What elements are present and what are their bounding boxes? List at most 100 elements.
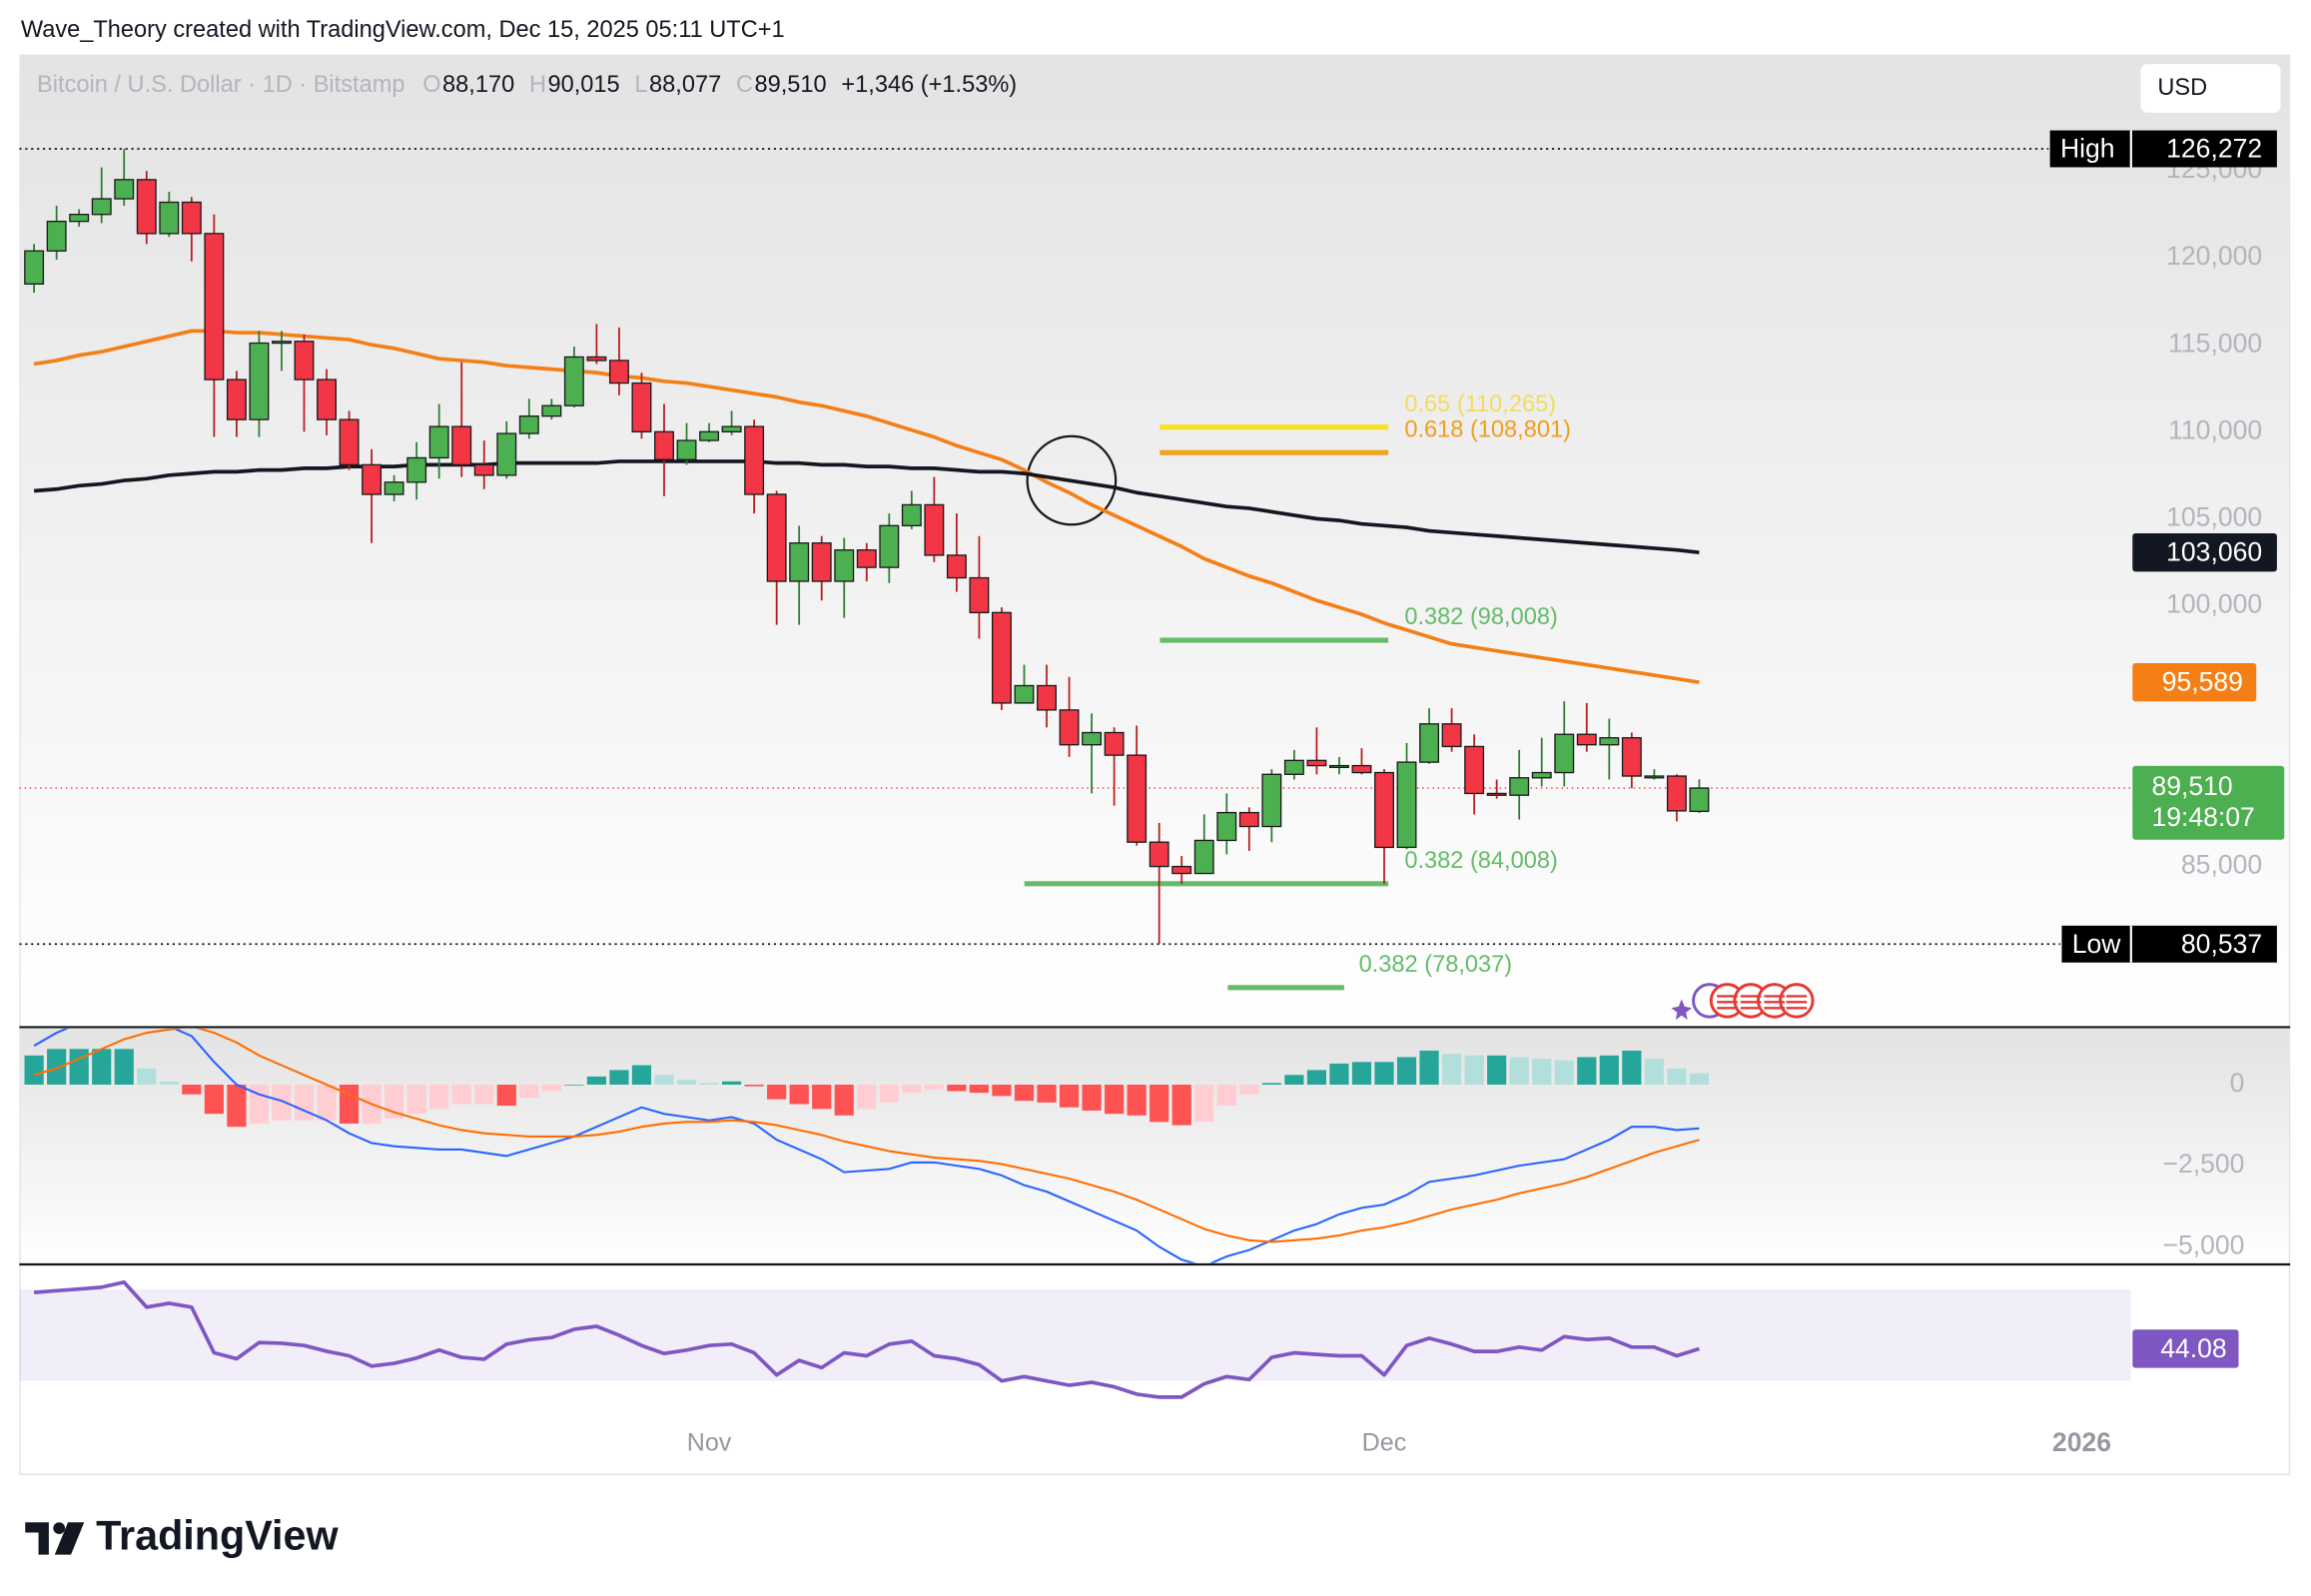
fib-label: 0.382 (84,008) bbox=[1404, 848, 1557, 874]
currency-button-label[interactable]: USD bbox=[2157, 75, 2207, 101]
candle-body bbox=[1576, 733, 1597, 746]
candle-body bbox=[1059, 709, 1080, 746]
histogram-bar bbox=[1014, 1085, 1035, 1102]
histogram-bar bbox=[1374, 1062, 1394, 1086]
candle-body bbox=[428, 425, 449, 459]
histogram-bar bbox=[1487, 1055, 1507, 1086]
candle-body bbox=[226, 379, 247, 420]
candle-body bbox=[879, 524, 900, 568]
histogram-bar bbox=[92, 1049, 112, 1086]
candle-body bbox=[924, 503, 945, 556]
histogram-bar bbox=[1644, 1059, 1664, 1086]
histogram-bar bbox=[1689, 1073, 1710, 1086]
fib-label: 0.382 (78,037) bbox=[1359, 952, 1512, 978]
moving-average-line bbox=[33, 329, 1700, 685]
histogram-bar bbox=[879, 1085, 899, 1103]
macd-pane bbox=[20, 1028, 2289, 1265]
histogram-bar bbox=[24, 1055, 44, 1086]
y-tick-label: 110,000 bbox=[2168, 414, 2262, 444]
candle-body bbox=[1261, 773, 1282, 828]
x-tick-label: Nov bbox=[687, 1429, 732, 1457]
candle-body bbox=[1238, 811, 1259, 828]
event-icon[interactable] bbox=[1779, 983, 1815, 1019]
event-icons[interactable] bbox=[1671, 983, 1815, 1021]
histogram-bar bbox=[812, 1085, 832, 1110]
histogram-bar bbox=[406, 1085, 426, 1115]
histogram-bar bbox=[1532, 1059, 1552, 1086]
histogram-bar bbox=[204, 1085, 224, 1115]
histogram-bar bbox=[474, 1085, 494, 1105]
candle-body bbox=[1419, 723, 1440, 763]
brand-name: TradingView bbox=[96, 1512, 339, 1558]
rsi-value-box bbox=[2132, 1329, 2239, 1368]
ma-value-box bbox=[2132, 532, 2277, 572]
candle-body bbox=[272, 341, 292, 345]
candle-body bbox=[1104, 731, 1125, 756]
extreme-label-value: 80,537 bbox=[2181, 929, 2262, 959]
brand-logo: TradingView bbox=[25, 1512, 339, 1558]
candle-body bbox=[631, 382, 652, 432]
rsi-pane bbox=[20, 1265, 2289, 1415]
histogram-bar bbox=[699, 1083, 719, 1086]
main-plot bbox=[19, 148, 2131, 991]
legend-text: 88,170 bbox=[442, 72, 514, 98]
candle-body bbox=[1171, 865, 1192, 875]
candle-body bbox=[856, 549, 877, 568]
histogram-bar bbox=[1037, 1085, 1057, 1103]
candle-body bbox=[654, 430, 674, 460]
currency-button-box[interactable] bbox=[2138, 62, 2283, 115]
histogram-bar bbox=[227, 1085, 247, 1128]
candle-body bbox=[1037, 684, 1057, 711]
candle-body bbox=[362, 463, 383, 495]
candle-body bbox=[699, 430, 720, 441]
currency-button[interactable]: USD bbox=[2138, 62, 2283, 115]
candle-body bbox=[1328, 764, 1349, 769]
candle-body bbox=[1666, 775, 1687, 812]
candle-body bbox=[541, 404, 562, 417]
macd-plot bbox=[24, 1028, 1710, 1263]
histogram-bar bbox=[1329, 1063, 1349, 1086]
candle-body bbox=[1127, 754, 1148, 843]
candle-body bbox=[181, 201, 202, 235]
histogram-bar bbox=[1082, 1085, 1102, 1111]
histogram-bar bbox=[294, 1085, 315, 1121]
histogram-bar bbox=[541, 1085, 561, 1092]
x-tick-label: Dec bbox=[1362, 1429, 1407, 1457]
candle-body bbox=[1486, 792, 1507, 796]
legend-text: 88,077 bbox=[649, 72, 721, 98]
moving-average-line bbox=[33, 459, 1700, 554]
histogram-bar bbox=[1442, 1054, 1462, 1086]
histogram-bar bbox=[1284, 1075, 1304, 1086]
histogram-bar bbox=[317, 1085, 337, 1121]
candle-body bbox=[811, 542, 832, 582]
histogram-bar bbox=[789, 1085, 809, 1105]
candle-body bbox=[46, 220, 67, 252]
event-flag-stripes bbox=[1717, 995, 1808, 1010]
annotation-circle bbox=[1026, 434, 1118, 526]
fib-label: 0.65 (110,265) bbox=[1404, 392, 1556, 417]
candle-body bbox=[1351, 764, 1372, 774]
candle-body bbox=[1374, 771, 1394, 849]
histogram-bar bbox=[924, 1085, 944, 1090]
histogram-bar bbox=[1239, 1085, 1259, 1095]
y-tick-label: 85,000 bbox=[2181, 850, 2262, 880]
histogram-bar bbox=[1396, 1057, 1417, 1086]
logo-mark bbox=[54, 1522, 85, 1555]
extreme-label-box bbox=[2061, 925, 2277, 963]
event-star[interactable] bbox=[1671, 999, 1693, 1021]
histogram-bar bbox=[564, 1085, 584, 1086]
histogram-bar bbox=[339, 1085, 360, 1124]
legend-text: 89,510 bbox=[754, 72, 826, 98]
last-price-box bbox=[2132, 765, 2285, 840]
legend-text: 90,015 bbox=[548, 72, 620, 98]
candle-body bbox=[339, 418, 360, 466]
y-tick-label: 100,000 bbox=[2166, 588, 2262, 618]
candle-body bbox=[294, 341, 315, 381]
candle-body bbox=[159, 201, 180, 235]
histogram-bar bbox=[137, 1068, 157, 1086]
extreme-label-value: 126,272 bbox=[2166, 134, 2262, 164]
extreme-label-text: Low bbox=[2072, 929, 2122, 959]
histogram-bar bbox=[182, 1085, 202, 1095]
x-tick-label: 2026 bbox=[2052, 1427, 2111, 1457]
histogram-bar bbox=[1194, 1085, 1214, 1123]
